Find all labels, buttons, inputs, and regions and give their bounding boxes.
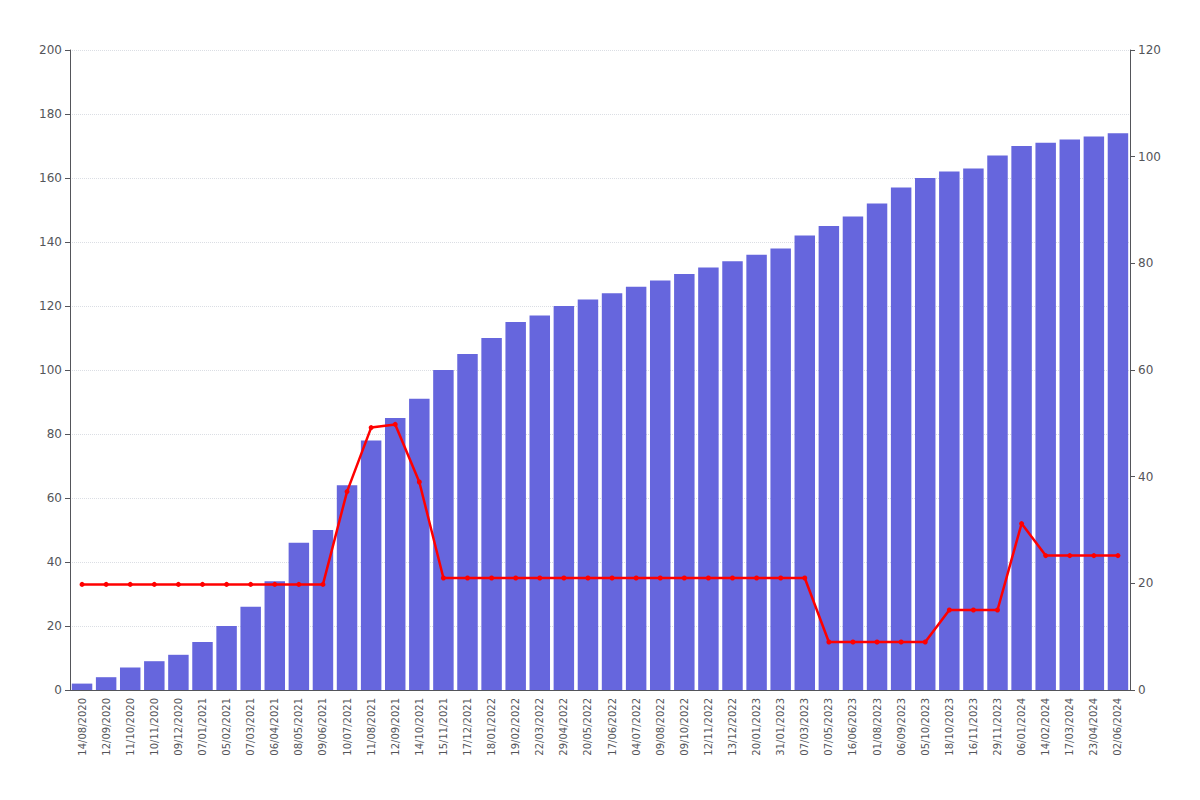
svg-text:04/07/2022: 04/07/2022 — [631, 698, 642, 756]
svg-text:07/05/2023: 07/05/2023 — [823, 698, 834, 756]
svg-text:14/02/2024: 14/02/2024 — [1040, 698, 1051, 756]
svg-text:60: 60 — [1138, 363, 1153, 377]
svg-text:13/12/2022: 13/12/2022 — [727, 698, 738, 756]
svg-text:120: 120 — [1138, 43, 1161, 57]
svg-text:80: 80 — [47, 427, 62, 441]
svg-text:40: 40 — [1138, 470, 1153, 484]
svg-text:100: 100 — [39, 363, 62, 377]
svg-text:29/04/2022: 29/04/2022 — [558, 698, 569, 756]
svg-text:16/11/2023: 16/11/2023 — [968, 698, 979, 756]
svg-text:17/12/2021: 17/12/2021 — [462, 698, 473, 756]
svg-text:12/11/2022: 12/11/2022 — [703, 698, 714, 756]
svg-text:14/10/2021: 14/10/2021 — [414, 698, 425, 756]
svg-text:0: 0 — [1138, 683, 1146, 697]
svg-text:09/06/2021: 09/06/2021 — [317, 698, 328, 756]
svg-text:15/11/2021: 15/11/2021 — [438, 698, 449, 756]
svg-text:100: 100 — [1138, 150, 1161, 164]
svg-text:08/05/2021: 08/05/2021 — [293, 698, 304, 756]
svg-text:09/10/2022: 09/10/2022 — [679, 698, 690, 756]
svg-text:19/02/2022: 19/02/2022 — [510, 698, 521, 756]
svg-text:07/03/2023: 07/03/2023 — [799, 698, 810, 756]
svg-text:22/03/2022: 22/03/2022 — [534, 698, 545, 756]
svg-text:06/01/2024: 06/01/2024 — [1016, 698, 1027, 756]
svg-text:12/09/2020: 12/09/2020 — [101, 698, 112, 756]
svg-text:20/05/2022: 20/05/2022 — [582, 698, 593, 756]
svg-text:10/07/2021: 10/07/2021 — [342, 698, 353, 756]
svg-text:160: 160 — [39, 171, 62, 185]
svg-text:20/01/2023: 20/01/2023 — [751, 698, 762, 756]
svg-text:02/06/2024: 02/06/2024 — [1112, 698, 1123, 756]
svg-text:23/04/2024: 23/04/2024 — [1088, 698, 1099, 756]
svg-text:14/08/2020: 14/08/2020 — [77, 698, 88, 756]
svg-text:31/01/2023: 31/01/2023 — [775, 698, 786, 756]
svg-text:09/12/2020: 09/12/2020 — [173, 698, 184, 756]
svg-text:11/08/2021: 11/08/2021 — [366, 698, 377, 756]
svg-text:60: 60 — [47, 491, 62, 505]
svg-text:07/01/2021: 07/01/2021 — [197, 698, 208, 756]
svg-text:20: 20 — [1138, 576, 1153, 590]
svg-text:06/04/2021: 06/04/2021 — [269, 698, 280, 756]
svg-text:07/03/2021: 07/03/2021 — [245, 698, 256, 756]
svg-text:80: 80 — [1138, 256, 1153, 270]
svg-text:09/08/2022: 09/08/2022 — [655, 698, 666, 756]
svg-text:05/10/2023: 05/10/2023 — [920, 698, 931, 756]
svg-text:20: 20 — [47, 619, 62, 633]
svg-text:120: 120 — [39, 299, 62, 313]
svg-text:40: 40 — [47, 555, 62, 569]
svg-text:17/03/2024: 17/03/2024 — [1064, 698, 1075, 756]
svg-text:200: 200 — [39, 43, 62, 57]
svg-text:18/01/2022: 18/01/2022 — [486, 698, 497, 756]
svg-text:29/11/2023: 29/11/2023 — [992, 698, 1003, 756]
svg-text:17/06/2022: 17/06/2022 — [607, 698, 618, 756]
svg-text:16/06/2023: 16/06/2023 — [847, 698, 858, 756]
svg-text:12/09/2021: 12/09/2021 — [390, 698, 401, 756]
svg-text:140: 140 — [39, 235, 62, 249]
svg-text:18/10/2023: 18/10/2023 — [944, 698, 955, 756]
svg-text:10/11/2020: 10/11/2020 — [149, 698, 160, 756]
svg-text:11/10/2020: 11/10/2020 — [125, 698, 136, 756]
svg-text:0: 0 — [54, 683, 62, 697]
svg-text:05/02/2021: 05/02/2021 — [221, 698, 232, 756]
svg-text:180: 180 — [39, 107, 62, 121]
svg-text:01/08/2023: 01/08/2023 — [872, 698, 883, 756]
svg-text:06/09/2023: 06/09/2023 — [896, 698, 907, 756]
